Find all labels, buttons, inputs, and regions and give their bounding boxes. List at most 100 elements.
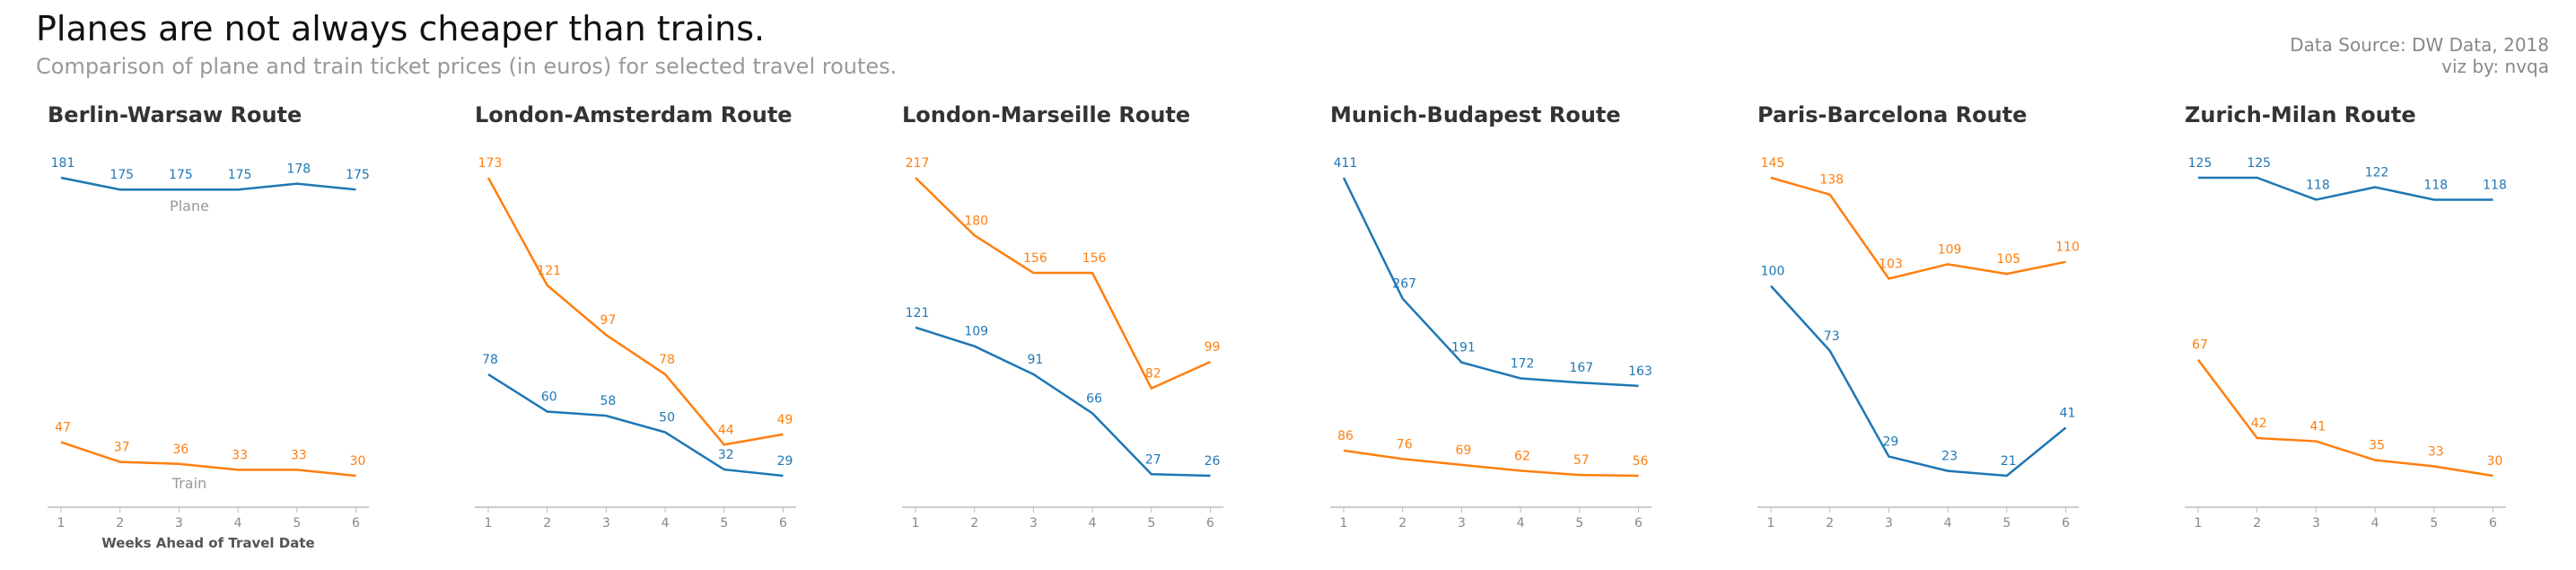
data-label: 33 <box>2428 445 2444 460</box>
x-tick-label: 1 <box>912 516 920 531</box>
series-line <box>1770 285 2067 478</box>
data-label: 69 <box>1455 443 1471 458</box>
x-tick-label: 3 <box>175 516 183 531</box>
series-line <box>2198 176 2493 201</box>
data-label: 29 <box>777 454 793 469</box>
source-line: Data Source: DW Data, 2018 <box>2290 34 2549 56</box>
data-label: 175 <box>346 168 370 182</box>
x-tick-label: 3 <box>1885 516 1893 531</box>
data-label: 138 <box>1819 173 1844 188</box>
data-label: 145 <box>1761 156 1785 171</box>
x-tick-label: 2 <box>1398 516 1406 531</box>
x-axis-label: Weeks Ahead of Travel Date <box>101 535 314 551</box>
x-tick-label: 4 <box>234 516 242 531</box>
series-line <box>1343 449 1639 478</box>
data-label: 57 <box>1573 453 1590 468</box>
data-label: 32 <box>718 448 734 462</box>
x-tick-label: 1 <box>2195 516 2203 531</box>
data-label: 172 <box>1511 357 1535 372</box>
data-label: 167 <box>1569 361 1593 375</box>
data-label: 21 <box>2001 454 2017 469</box>
x-tick-label: 2 <box>1826 516 1834 531</box>
x-tick-label: 5 <box>720 516 728 531</box>
x-tick-label: 4 <box>1944 516 1952 531</box>
data-label: 76 <box>1397 437 1413 452</box>
x-tick-label: 3 <box>602 516 610 531</box>
data-label: 60 <box>541 390 557 405</box>
data-label: 44 <box>718 423 734 437</box>
panel-title: London-Amsterdam Route <box>475 102 793 127</box>
series-line <box>60 441 356 478</box>
data-label: 41 <box>2060 406 2076 420</box>
data-label: 110 <box>2055 241 2080 255</box>
data-label: 181 <box>51 156 75 171</box>
data-label: 118 <box>2306 178 2330 192</box>
data-label: 36 <box>172 443 188 457</box>
x-tick-label: 4 <box>1089 516 1097 531</box>
data-label: 173 <box>478 156 503 171</box>
data-label: 35 <box>2369 439 2385 453</box>
x-tick-label: 3 <box>2312 516 2320 531</box>
data-label: 99 <box>1205 340 1221 355</box>
data-label: 100 <box>1761 264 1785 278</box>
data-label: 37 <box>114 441 130 455</box>
data-label: 33 <box>291 448 307 462</box>
source-note: Data Source: DW Data, 2018 viz by: nvqa <box>2290 34 2549 77</box>
panel-title: Munich-Budapest Route <box>1330 102 1621 127</box>
x-tick-label: 4 <box>2371 516 2379 531</box>
data-label: 191 <box>1451 341 1476 355</box>
series-line <box>1770 176 2066 280</box>
data-label: 125 <box>2188 156 2212 171</box>
data-label: 47 <box>55 421 71 435</box>
data-label: 156 <box>1082 251 1107 266</box>
data-label: 49 <box>777 413 793 427</box>
data-label: 105 <box>1996 252 2020 267</box>
x-tick-label: 2 <box>970 516 978 531</box>
series-line <box>915 177 1212 390</box>
x-tick-label: 1 <box>485 516 493 531</box>
x-tick-label: 6 <box>352 516 360 531</box>
x-tick-label: 6 <box>2062 516 2070 531</box>
x-tick-label: 6 <box>2489 516 2497 531</box>
data-label: 82 <box>1145 367 1161 381</box>
series-line <box>487 373 784 478</box>
data-label: 62 <box>1514 449 1530 463</box>
series-line <box>60 176 356 191</box>
data-label: 41 <box>2309 420 2326 434</box>
series-line <box>2197 358 2493 478</box>
series-name-label: Train <box>171 475 206 492</box>
data-label: 33 <box>232 448 248 462</box>
x-tick-label: 5 <box>1575 516 1583 531</box>
data-label: 411 <box>1334 156 1358 171</box>
x-tick-label: 3 <box>1458 516 1466 531</box>
data-label: 103 <box>1879 257 1903 271</box>
data-label: 163 <box>1628 364 1652 379</box>
data-label: 23 <box>1941 450 1958 464</box>
chart-subtitle: Comparison of plane and train ticket pri… <box>36 54 898 79</box>
data-label: 267 <box>1392 277 1416 292</box>
x-tick-label: 2 <box>543 516 551 531</box>
data-label: 26 <box>1205 454 1221 469</box>
x-tick-label: 2 <box>116 516 124 531</box>
data-label: 27 <box>1145 452 1161 467</box>
data-label: 125 <box>2247 156 2271 171</box>
panel-title: London-Marseille Route <box>902 102 1190 127</box>
panel-title: Berlin-Warsaw Route <box>48 102 302 127</box>
data-label: 78 <box>659 353 675 367</box>
series-name-label: Plane <box>170 197 209 215</box>
x-tick-label: 2 <box>2253 516 2261 531</box>
x-tick-label: 1 <box>1340 516 1348 531</box>
x-tick-label: 1 <box>57 516 66 531</box>
x-tick-label: 6 <box>1634 516 1643 531</box>
chart-title: Planes are not always cheaper than train… <box>36 9 766 48</box>
x-tick-label: 3 <box>1030 516 1038 531</box>
data-label: 66 <box>1086 391 1102 406</box>
data-label: 109 <box>1938 242 1962 257</box>
data-label: 29 <box>1882 435 1898 450</box>
data-label: 97 <box>600 313 616 328</box>
data-label: 50 <box>659 411 675 425</box>
x-tick-label: 6 <box>779 516 787 531</box>
data-label: 73 <box>1824 329 1840 344</box>
series-line <box>486 177 784 446</box>
series-line <box>1342 177 1639 388</box>
